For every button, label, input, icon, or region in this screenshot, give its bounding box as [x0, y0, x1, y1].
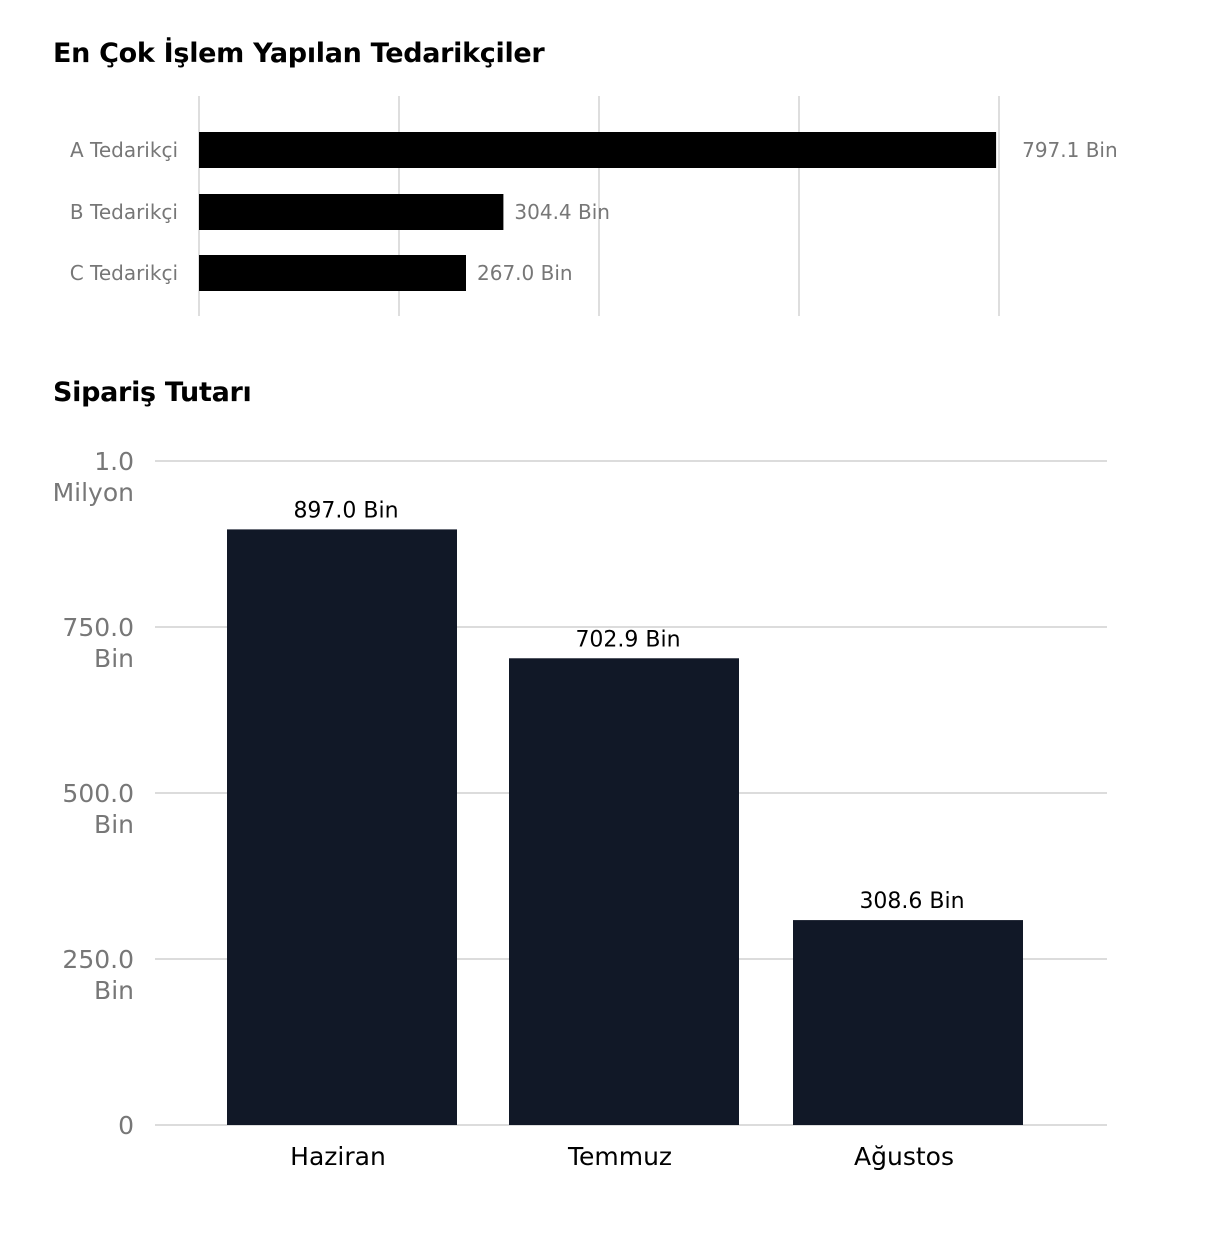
y-tick-label: Milyon [53, 478, 134, 507]
category-label: A Tedarikçi [70, 138, 178, 162]
data-label: 797.1 Bin [1022, 138, 1118, 162]
y-tick-label: Bin [94, 976, 134, 1005]
bar-b-tedarikçi [199, 194, 504, 230]
y-tick-label: 1.0 [94, 447, 134, 476]
y-tick-label: 0 [118, 1111, 134, 1140]
bar-a-tedarikçi [199, 132, 997, 168]
y-tick-label: 250.0 [62, 945, 134, 974]
y-tick-label: Bin [94, 644, 134, 673]
bar-ağustos [793, 920, 1023, 1125]
y-tick-label: 500.0 [62, 779, 134, 808]
category-label: C Tedarikçi [70, 261, 178, 285]
category-label: B Tedarikçi [70, 200, 178, 224]
x-tick-label: Ağustos [854, 1142, 954, 1171]
x-tick-label: Haziran [290, 1142, 386, 1171]
bar-haziran [227, 529, 457, 1125]
data-label: 308.6 Bin [859, 889, 964, 914]
x-tick-label: Temmuz [567, 1142, 672, 1171]
data-label: 702.9 Bin [575, 627, 680, 652]
bar-temmuz [509, 658, 739, 1125]
chart-title-order-amount: Sipariş Tutarı [53, 377, 252, 408]
data-label: 267.0 Bin [477, 261, 573, 285]
y-tick-label: 750.0 [62, 613, 134, 642]
y-tick-label: Bin [94, 810, 134, 839]
bar-c-tedarikçi [199, 255, 466, 291]
data-label: 897.0 Bin [293, 498, 398, 523]
data-label: 304.4 Bin [514, 200, 610, 224]
chart-title-suppliers: En Çok İşlem Yapılan Tedarikçiler [53, 38, 545, 69]
